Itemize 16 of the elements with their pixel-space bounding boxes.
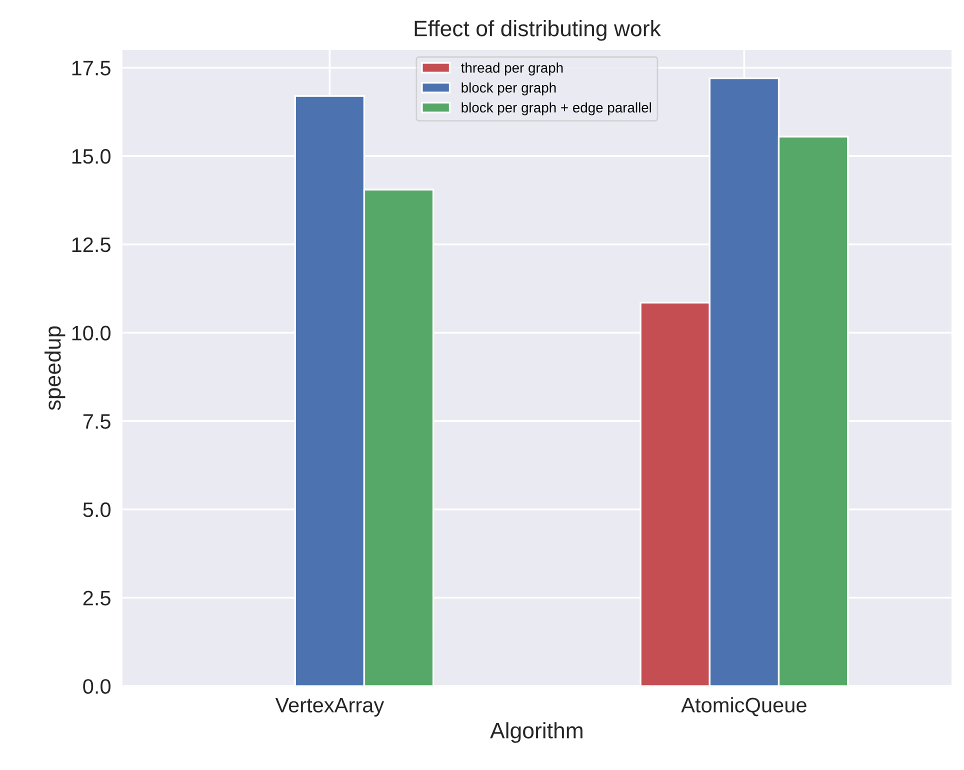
y-tick-label: 17.5 bbox=[72, 60, 110, 76]
y-axis-title: speedup bbox=[44, 326, 66, 410]
x-tick-label: VertexArray bbox=[275, 698, 384, 717]
legend-label: thread per graph bbox=[461, 62, 563, 76]
chart-title: Effect of distributing work bbox=[414, 20, 661, 41]
y-tick-label: 0.0 bbox=[83, 679, 111, 694]
y-tick-label: 5.0 bbox=[83, 502, 111, 518]
y-tick-label: 15.0 bbox=[72, 149, 111, 164]
y-tick-label: 2.5 bbox=[83, 590, 110, 606]
y-tick-label: 10.0 bbox=[72, 326, 111, 340]
y-tick-label: 7.5 bbox=[83, 414, 110, 429]
y-tick-label: 12.5 bbox=[72, 237, 110, 252]
legend-label: block per graph bbox=[462, 82, 556, 96]
x-axis-title: Algorithm bbox=[490, 722, 582, 743]
x-tick-label: AtomicQueue bbox=[681, 697, 806, 716]
legend-label: block per graph + edge parallel bbox=[462, 102, 652, 116]
